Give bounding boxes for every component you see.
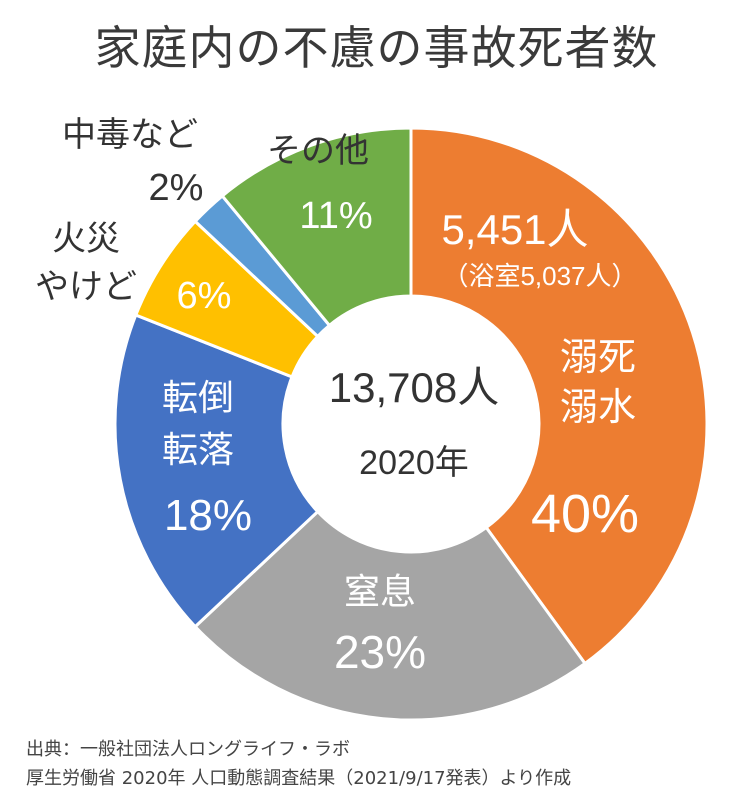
source-line-1: 出典：一般社団法人ロングライフ・ラボ — [26, 739, 350, 760]
slice-3-value: 6% — [177, 275, 232, 317]
slice-2-name-line-0: 転倒 — [162, 377, 234, 418]
center-total: 13,708人 — [329, 364, 499, 411]
source-line-2: 厚生労働省 2020年 人口動態調査結果（2021/9/17発表）より作成 — [26, 768, 572, 789]
center-year: 2020年 — [359, 444, 469, 482]
slice-1 — [193, 509, 588, 722]
slice-0-note: 5,451人 — [441, 206, 588, 253]
slice-1-value: 23% — [334, 626, 426, 678]
slice-4-value: 2% — [149, 167, 204, 209]
slice-5-name-line-0: その他 — [267, 132, 369, 170]
slice-5 — [220, 126, 413, 328]
slice-3-name-line-0: 火災 — [52, 220, 120, 258]
slice-0-subnote: （浴室5,037人） — [442, 261, 637, 291]
slice-3-name-line-1: やけど — [35, 268, 137, 306]
slice-2-value: 18% — [164, 491, 252, 540]
slice-4-name-line-0: 中毒など — [62, 116, 198, 154]
slice-0 — [409, 126, 709, 666]
slice-2 — [113, 313, 320, 629]
slice-5-value: 11% — [299, 195, 372, 237]
slice-0-name-line-0: 溺死 — [560, 337, 636, 379]
slice-0-name-line-1: 溺水 — [560, 387, 636, 429]
chart-title: 家庭内の不慮の事故死者数 — [94, 21, 659, 75]
slice-2-name-line-1: 転落 — [162, 429, 234, 470]
slice-0-value: 40% — [531, 484, 639, 544]
slice-1-name-line-0: 窒息 — [344, 571, 416, 612]
